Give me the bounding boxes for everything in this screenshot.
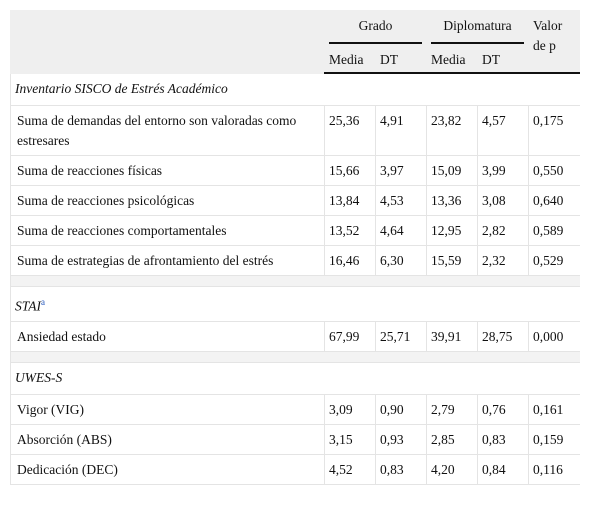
value-cell: 12,95 — [426, 215, 478, 246]
section-title: UWES-S — [10, 361, 580, 395]
subheader-row: Media DT Media DT — [11, 46, 581, 74]
value-cell: 0,84 — [476, 453, 530, 485]
value-cell: 4,64 — [375, 215, 427, 246]
value-cell: 0,83 — [476, 423, 530, 455]
value-cell: 3,08 — [476, 185, 530, 216]
header-empty — [10, 10, 325, 74]
value-cell: 6,30 — [375, 245, 427, 276]
pvalue-label: de p — [533, 38, 556, 53]
value-cell: 4,53 — [375, 185, 427, 216]
subheader: Media — [324, 46, 376, 74]
spacer — [10, 350, 580, 363]
group-header: Diplomatura — [425, 10, 530, 47]
value-cell: 4,91 — [375, 105, 427, 156]
data-row: Suma de reacciones comportamentales 13,52… — [10, 215, 580, 246]
data-row: Vigor (VIG) 3,09 0,90 2,79 0,76 0,161 — [10, 393, 580, 425]
group-label: Diplomatura — [431, 16, 525, 44]
value-cell: 15,66 — [324, 155, 376, 186]
data-row: Suma de demandas del entorno son valorad… — [10, 105, 580, 156]
value-cell: 3,99 — [476, 155, 530, 186]
value-cell: 0,90 — [375, 393, 427, 425]
value-cell: 0,175 — [528, 105, 580, 156]
spacer — [10, 275, 580, 287]
value-cell: 0,159 — [528, 423, 580, 455]
row-label: Vigor (VIG) — [10, 393, 325, 425]
value-cell: 3,15 — [324, 423, 376, 455]
section-label: Inventario SISCO de Estrés Académico — [15, 81, 228, 96]
value-cell: 16,46 — [324, 245, 376, 276]
value-cell: 13,36 — [426, 185, 478, 216]
data-row: Suma de reacciones psicológicas 13,84 4,53… — [10, 185, 580, 216]
subheader: DT — [476, 46, 530, 74]
row-label: Absorción (ABS) — [10, 423, 325, 455]
group-label: Grado — [329, 16, 422, 44]
value-cell: 28,75 — [476, 320, 530, 352]
section-title: STAIa — [10, 286, 580, 322]
value-cell: 0,161 — [528, 393, 580, 425]
value-cell: 0,640 — [528, 185, 580, 216]
value-cell: 0,589 — [528, 215, 580, 246]
section-row: UWES-S — [10, 361, 580, 395]
value-cell: 2,82 — [476, 215, 530, 246]
pvalue-label: Valor — [533, 18, 563, 33]
section-label: UWES-S — [15, 369, 63, 385]
value-cell: 2,85 — [426, 423, 478, 455]
data-row: Absorción (ABS) 3,15 0,93 2,85 0,83 0,159 — [10, 423, 580, 455]
pvalue-header: Valor de p — [528, 10, 580, 74]
subheader: Media — [426, 46, 478, 74]
section-row: STAIa — [10, 286, 580, 322]
value-cell: 13,84 — [324, 185, 376, 216]
data-row: Dedicación (DEC) 4,52 0,83 4,20 0,84 0,116 — [10, 453, 580, 485]
results-table: Grado Diplomatura Valor de p Media DT Media… — [10, 10, 580, 485]
footnote-link[interactable]: a — [41, 297, 45, 307]
header-row: Grado Diplomatura Valor de p — [10, 10, 580, 74]
row-label: Suma de reacciones físicas — [10, 155, 325, 186]
value-cell: 0,000 — [528, 320, 580, 352]
row-label: Ansiedad estado — [10, 320, 325, 352]
value-cell: 15,59 — [426, 245, 478, 276]
table-container: Grado Diplomatura Valor de p Media DT Media… — [10, 10, 580, 500]
value-cell: 0,529 — [528, 245, 580, 276]
value-cell: 4,57 — [476, 105, 530, 156]
value-cell: 39,91 — [426, 320, 478, 352]
value-cell: 4,20 — [426, 453, 478, 485]
value-cell: 0,83 — [375, 453, 427, 485]
data-row: Suma de reacciones físicas 15,66 3,97 15,09… — [10, 155, 580, 186]
value-cell: 67,99 — [324, 320, 376, 352]
value-cell: 0,93 — [375, 423, 427, 455]
subheader: DT — [375, 46, 427, 74]
value-cell: 0,550 — [528, 155, 580, 186]
section-label: STAI — [15, 298, 41, 314]
row-label: Suma de reacciones psicológicas — [10, 185, 325, 216]
spacer-row — [10, 275, 580, 287]
value-cell: 3,97 — [375, 155, 427, 186]
value-cell: 25,71 — [375, 320, 427, 352]
value-cell: 0,76 — [476, 393, 530, 425]
value-cell: 2,79 — [426, 393, 478, 425]
value-cell: 3,09 — [324, 393, 376, 425]
value-cell: 0,116 — [528, 453, 580, 485]
row-label: Dedicación (DEC) — [10, 453, 325, 485]
spacer-row — [10, 350, 580, 363]
row-label: Suma de reacciones comportamentales — [10, 215, 325, 246]
row-label: Suma de demandas del entorno son valorad… — [10, 105, 325, 156]
data-row: Ansiedad estado 67,99 25,71 39,91 28,75 0,000 — [10, 320, 580, 352]
value-cell: 2,32 — [476, 245, 530, 276]
value-cell: 25,36 — [324, 105, 376, 156]
section-title: Inventario SISCO de Estrés Académico — [10, 72, 580, 106]
data-row: Suma de estrategias de afrontamiento del… — [10, 245, 580, 276]
group-header: Grado — [324, 10, 427, 47]
section-row: Inventario SISCO de Estrés Académico — [10, 72, 580, 106]
value-cell: 23,82 — [426, 105, 478, 156]
value-cell: 13,52 — [324, 215, 376, 246]
value-cell: 15,09 — [426, 155, 478, 186]
value-cell: 4,52 — [324, 453, 376, 485]
row-label: Suma de estrategias de afrontamiento del… — [10, 245, 325, 276]
